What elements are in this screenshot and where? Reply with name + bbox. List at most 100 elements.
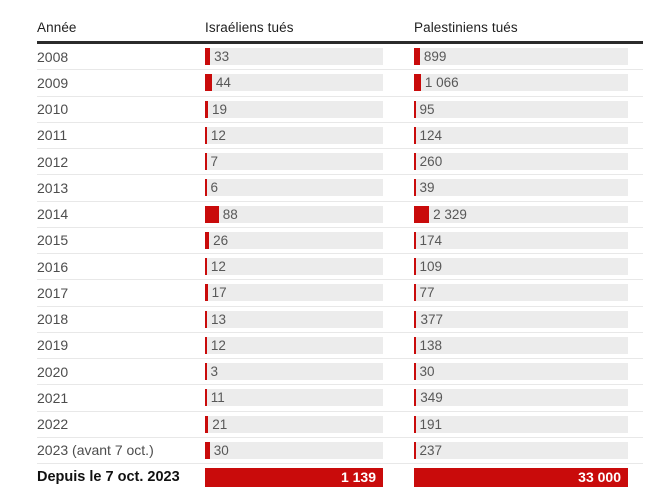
palestinians-bar-fill bbox=[414, 179, 416, 197]
palestinians-bar-track: 109 bbox=[414, 258, 628, 276]
palestinians-value: 39 bbox=[419, 180, 435, 196]
palestinians-bar-fill bbox=[414, 336, 416, 354]
israelis-bar-track: 6 bbox=[205, 179, 383, 197]
palestinians-bar-fill bbox=[414, 205, 430, 223]
israelis-bar-fill bbox=[205, 205, 219, 223]
palestinians-value: 109 bbox=[419, 259, 443, 275]
israelis-value: 17 bbox=[211, 285, 227, 301]
palestinians-bar-track: 899 bbox=[414, 48, 628, 66]
palestinians-bar-cell: 899 bbox=[414, 48, 628, 66]
israelis-bar-cell: 12 bbox=[205, 126, 383, 144]
palestinians-bar-track: 191 bbox=[414, 415, 628, 433]
table-header-row: Année Israéliens tués Palestiniens tués bbox=[37, 14, 643, 40]
palestinians-bar-fill bbox=[414, 284, 416, 302]
palestinians-bar-cell: 77 bbox=[414, 284, 628, 302]
palestinians-bar-fill bbox=[414, 415, 416, 433]
israelis-bar-fill bbox=[205, 126, 207, 144]
year-label: 2020 bbox=[37, 363, 69, 380]
israelis-value: 11 bbox=[210, 390, 225, 406]
table-row: 2020 3 30 bbox=[37, 359, 643, 386]
data-table: Année Israéliens tués Palestiniens tués … bbox=[37, 14, 643, 490]
table-row: 2013 6 39 bbox=[37, 175, 643, 202]
palestinians-bar-fill bbox=[414, 126, 416, 144]
table-row: 2019 12 138 bbox=[37, 333, 643, 359]
israelis-bar-track: 44 bbox=[205, 74, 383, 92]
palestinians-column-header: Palestiniens tués bbox=[414, 19, 518, 35]
table-row: 2023 (avant 7 oct.) 30 237 bbox=[37, 438, 643, 464]
israelis-value: 33 bbox=[214, 49, 230, 65]
israelis-bar-track: 3 bbox=[205, 363, 383, 381]
palestinians-value: 260 bbox=[419, 154, 443, 170]
table-row: 2008 33 899 bbox=[37, 44, 643, 71]
table-row: 2016 12 109 bbox=[37, 254, 643, 281]
israelis-bar-track: 30 bbox=[205, 441, 383, 459]
palestinians-bar-fill bbox=[414, 363, 416, 381]
palestinians-bar-track: 237 bbox=[414, 441, 628, 459]
year-column-header: Année bbox=[37, 19, 77, 35]
table-row: 2010 19 95 bbox=[37, 97, 643, 123]
table-row: 2022 21 191 bbox=[37, 412, 643, 438]
palestinians-value: 174 bbox=[419, 232, 443, 248]
israelis-bar-cell: 88 bbox=[205, 205, 383, 223]
palestinians-bar-cell: 237 bbox=[414, 441, 628, 459]
palestinians-bar-cell: 30 bbox=[414, 363, 628, 381]
israelis-value: 12 bbox=[210, 127, 226, 143]
israelis-bar-cell: 7 bbox=[205, 153, 383, 171]
israelis-bar-cell: 17 bbox=[205, 284, 383, 302]
table-row: 2017 17 77 bbox=[37, 280, 643, 307]
palestinians-bar-cell: 174 bbox=[414, 231, 628, 249]
palestinians-bar-track: 349 bbox=[414, 389, 628, 407]
palestinians-bar-track: 377 bbox=[414, 310, 628, 328]
year-label: 2009 bbox=[37, 74, 69, 91]
palestinians-value: 30 bbox=[419, 364, 435, 380]
israelis-value: 13 bbox=[211, 311, 227, 327]
israelis-bar-track: 19 bbox=[205, 100, 383, 118]
israelis-value: 26 bbox=[213, 232, 229, 248]
israelis-value: 12 bbox=[210, 337, 226, 353]
year-label: 2011 bbox=[37, 127, 68, 144]
palestinians-bar-fill bbox=[414, 231, 416, 249]
year-label: 2014 bbox=[37, 206, 69, 223]
israelis-bar-fill bbox=[205, 231, 210, 249]
israelis-bar-cell: 33 bbox=[205, 48, 383, 66]
palestinians-bar-track: 174 bbox=[414, 231, 628, 249]
table-row: 2011 12 124 bbox=[37, 123, 643, 149]
year-label: 2022 bbox=[37, 416, 69, 433]
israelis-bar-fill bbox=[205, 153, 207, 171]
israelis-value: 1 139 bbox=[340, 469, 376, 486]
israelis-bar-cell: 44 bbox=[205, 74, 383, 92]
palestinians-bar-fill bbox=[414, 467, 628, 487]
year-label: 2017 bbox=[37, 284, 69, 301]
israelis-bar-fill bbox=[205, 310, 208, 328]
palestinians-value: 138 bbox=[419, 337, 443, 353]
year-label: 2018 bbox=[37, 311, 69, 328]
year-label: Depuis le 7 oct. 2023 bbox=[37, 469, 180, 486]
palestinians-value: 95 bbox=[419, 101, 435, 117]
israelis-bar-track: 11 bbox=[205, 389, 383, 407]
israelis-bar-track: 17 bbox=[205, 284, 383, 302]
israelis-bar-cell: 19 bbox=[205, 100, 383, 118]
israelis-bar-track: 12 bbox=[205, 126, 383, 144]
israelis-bar-track: 7 bbox=[205, 153, 383, 171]
israelis-value: 6 bbox=[210, 180, 219, 196]
palestinians-bar-cell: 260 bbox=[414, 153, 628, 171]
palestinians-bar-track: 260 bbox=[414, 153, 628, 171]
year-label: 2023 (avant 7 oct.) bbox=[37, 442, 154, 459]
palestinians-value: 1 066 bbox=[424, 75, 459, 91]
palestinians-value: 377 bbox=[420, 311, 443, 327]
israelis-bar-track: 21 bbox=[205, 415, 383, 433]
palestinians-bar-track: 30 bbox=[414, 363, 628, 381]
israelis-bar-track: 88 bbox=[205, 205, 383, 223]
israelis-bar-fill bbox=[205, 284, 208, 302]
palestinians-bar-track: 1 066 bbox=[414, 74, 628, 92]
palestinians-bar-cell: 124 bbox=[414, 126, 628, 144]
year-label: 2010 bbox=[37, 101, 69, 118]
palestinians-value: 124 bbox=[419, 127, 443, 143]
palestinians-bar-cell: 39 bbox=[414, 179, 628, 197]
israelis-column-header: Israéliens tués bbox=[205, 19, 294, 35]
israelis-bar-track: 12 bbox=[205, 258, 383, 276]
palestinians-bar-cell: 191 bbox=[414, 415, 628, 433]
israelis-value: 21 bbox=[212, 416, 228, 432]
table-row: 2014 88 2 329 bbox=[37, 202, 643, 228]
